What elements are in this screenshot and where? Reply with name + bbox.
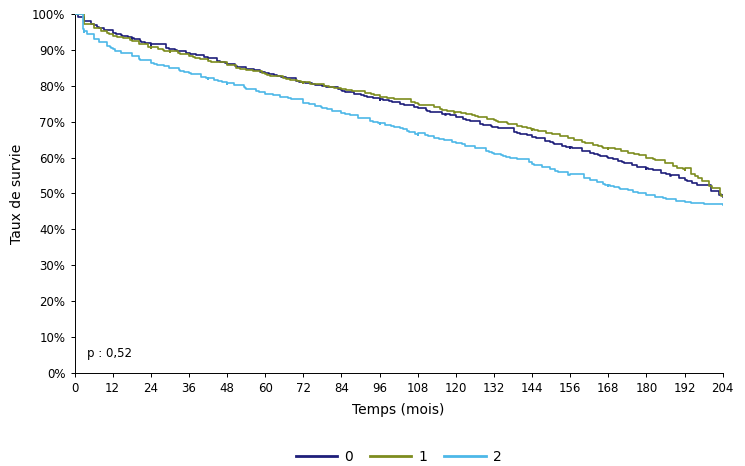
X-axis label: Temps (mois): Temps (mois)	[352, 403, 445, 417]
Legend: 0, 1, 2: 0, 1, 2	[291, 445, 507, 466]
Y-axis label: Taux de survie: Taux de survie	[10, 143, 24, 244]
Text: p : 0,52: p : 0,52	[87, 347, 132, 360]
